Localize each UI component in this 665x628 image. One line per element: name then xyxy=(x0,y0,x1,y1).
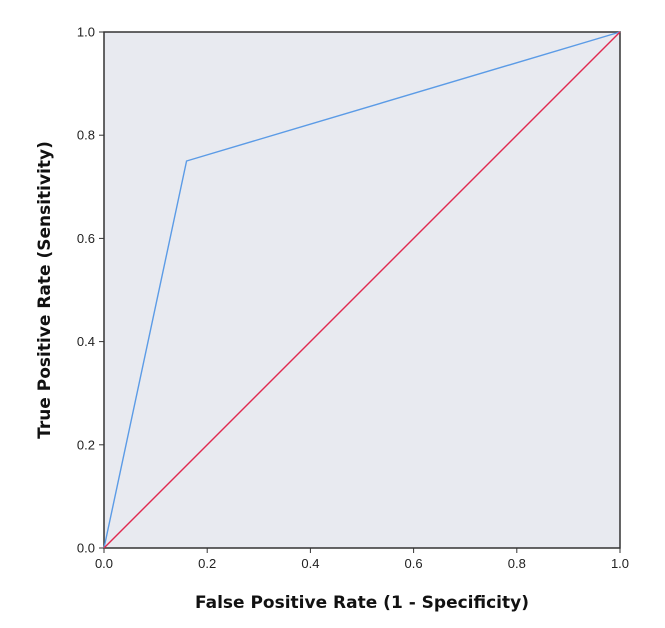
series-lines xyxy=(103,31,621,549)
y-tick-label: 0.6 xyxy=(77,231,95,246)
y-tick-label: 0.2 xyxy=(77,437,95,452)
reference-diagonal-line xyxy=(103,31,621,549)
y-tick-label: 0.4 xyxy=(77,334,95,349)
x-tick-label: 0.0 xyxy=(95,556,113,571)
y-tick-label: 1.0 xyxy=(77,25,95,40)
x-tick-label: 1.0 xyxy=(611,556,629,571)
roc-curve-line xyxy=(103,31,621,549)
y-axis-title: True Positive Rate (Sensitivity) xyxy=(35,141,55,439)
x-tick-label: 0.8 xyxy=(508,556,526,571)
x-tick-label: 0.6 xyxy=(405,556,423,571)
y-tick-label: 0.8 xyxy=(77,128,95,143)
x-tick-label: 0.4 xyxy=(301,556,319,571)
axis-ticks xyxy=(99,31,621,553)
x-axis-title: False Positive Rate (1 - Specificity) xyxy=(195,593,529,613)
y-tick-label: 0.0 xyxy=(77,541,95,556)
axis-tick-labels: 0.0 0.2 0.4 0.6 0.8 1.0 0.0 0.2 0.4 0.6 0.8 1.0 xyxy=(77,25,629,572)
x-tick-label: 0.2 xyxy=(198,556,216,571)
